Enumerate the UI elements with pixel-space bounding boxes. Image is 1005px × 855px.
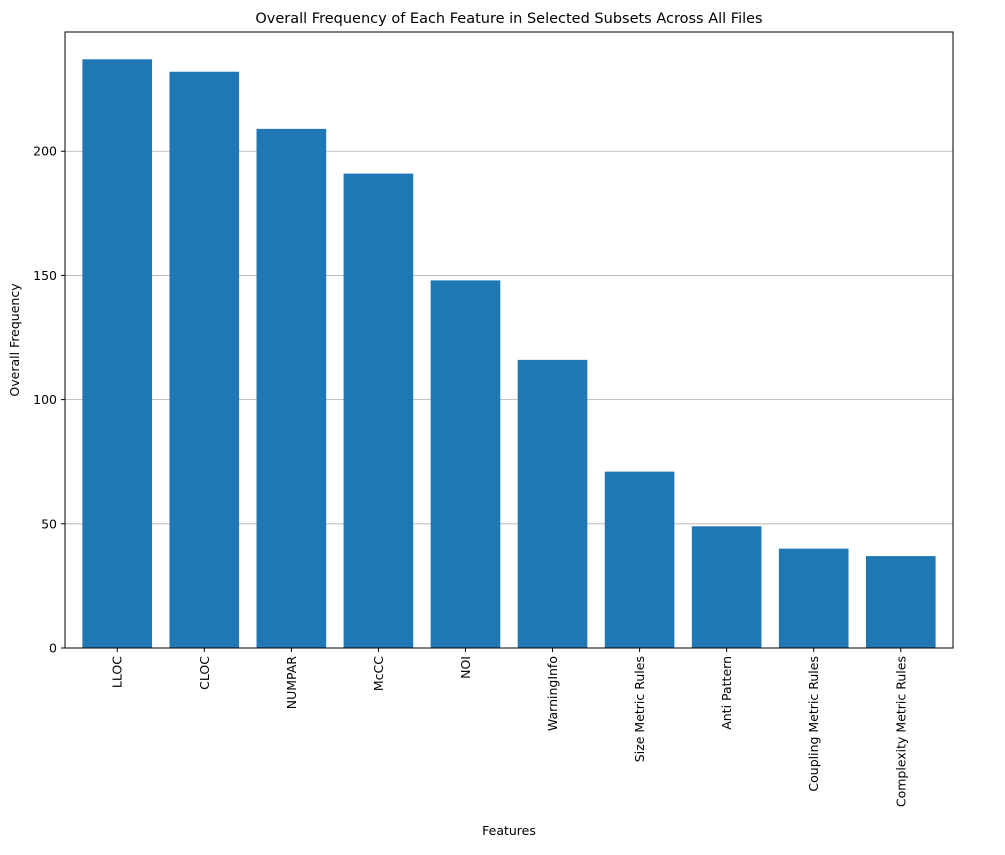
x-axis: LLOC CLOC NUMPAR McCC NOI WarningInfo Size Met… (110, 648, 908, 807)
bar (691, 526, 762, 648)
y-tick-label: 100 (33, 392, 57, 407)
bar (430, 280, 501, 648)
x-tick-label: LLOC (110, 656, 125, 688)
x-tick-label: McCC (371, 656, 386, 691)
y-tick-label: 50 (41, 516, 57, 531)
x-axis-label: Features (482, 823, 536, 838)
x-tick-label: Coupling Metric Rules (806, 656, 821, 792)
bar (517, 359, 588, 648)
x-tick-label: Anti Pattern (719, 656, 734, 730)
y-axis-label: Overall Frequency (7, 283, 22, 397)
bar (256, 128, 327, 648)
bar (865, 556, 936, 648)
bar (778, 548, 849, 648)
bars (82, 59, 936, 649)
bar (82, 59, 153, 649)
y-tick-label: 0 (49, 641, 57, 656)
y-axis: 0 50 100 150 200 (33, 144, 65, 656)
y-tick-label: 200 (33, 144, 57, 159)
bar (169, 71, 240, 648)
x-tick-label: NUMPAR (284, 656, 299, 710)
bar (604, 471, 675, 648)
x-tick-label: WarningInfo (545, 656, 560, 731)
x-tick-label: CLOC (197, 656, 212, 690)
x-tick-label: Size Metric Rules (632, 656, 647, 762)
x-tick-label: Complexity Metric Rules (893, 656, 908, 807)
x-tick-label: NOI (458, 656, 473, 679)
plot-frame (64, 31, 954, 649)
bar (343, 173, 414, 649)
y-tick-label: 150 (33, 268, 57, 283)
chart-title: Overall Frequency of Each Feature in Sel… (255, 11, 762, 27)
